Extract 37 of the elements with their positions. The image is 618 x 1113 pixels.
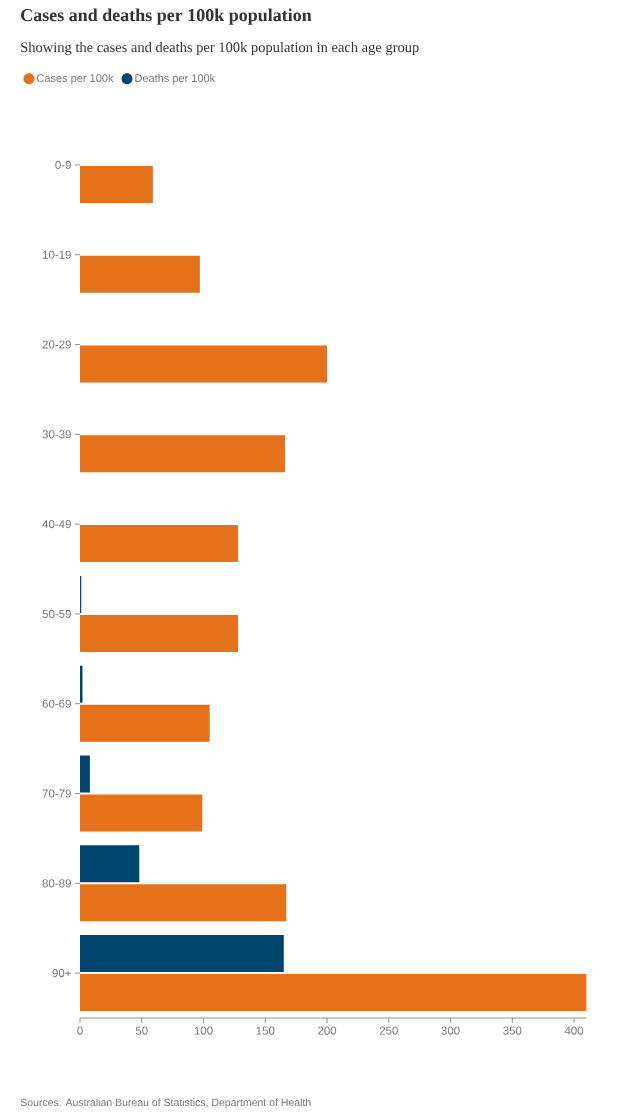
y-tick-label: 70-79: [42, 789, 71, 798]
bar: [80, 974, 587, 1012]
y-tick-label: 0-9: [55, 160, 71, 169]
bar: [80, 704, 210, 742]
y-tick-label: 90+: [52, 969, 71, 978]
bar: [80, 794, 203, 832]
y-tick-label: 10-19: [42, 250, 71, 259]
x-tick-label: 0: [77, 1026, 83, 1035]
bar: [80, 525, 239, 563]
y-tick-label: 80-89: [42, 879, 71, 888]
bar: [80, 845, 140, 883]
bar: [80, 755, 90, 793]
x-tick-label: 300: [441, 1026, 460, 1035]
legend-label: Deaths per 100k: [135, 73, 216, 85]
bar: [80, 255, 200, 293]
y-tick-label: 40-49: [42, 520, 71, 529]
x-tick-label: 250: [379, 1026, 398, 1035]
bar: [80, 345, 328, 383]
source-note: Sources: Australian Bureau of Statistics, Department of Health: [20, 1098, 311, 1109]
y-tick-label: 20-29: [42, 340, 71, 349]
x-tick-label: 50: [135, 1026, 148, 1035]
legend-label: Cases per 100k: [37, 73, 114, 85]
bar: [80, 935, 284, 973]
bar: [80, 884, 287, 922]
x-tick-label: 350: [503, 1026, 522, 1035]
bar: [80, 165, 153, 203]
bar: [80, 614, 239, 652]
bar: [80, 435, 286, 473]
y-tick-label: 30-39: [42, 430, 71, 439]
x-tick-label: 400: [564, 1026, 584, 1035]
y-tick-label: 50-59: [42, 609, 71, 618]
chart-subtitle: Showing the cases and deaths per 100k population in each age group: [21, 41, 419, 56]
x-tick-label: 100: [194, 1026, 213, 1035]
x-tick-label: 200: [318, 1026, 337, 1035]
chart-title: Cases and deaths per 100k population: [21, 8, 312, 25]
x-tick-label: 150: [256, 1026, 275, 1035]
y-tick-label: 60-69: [42, 699, 71, 708]
